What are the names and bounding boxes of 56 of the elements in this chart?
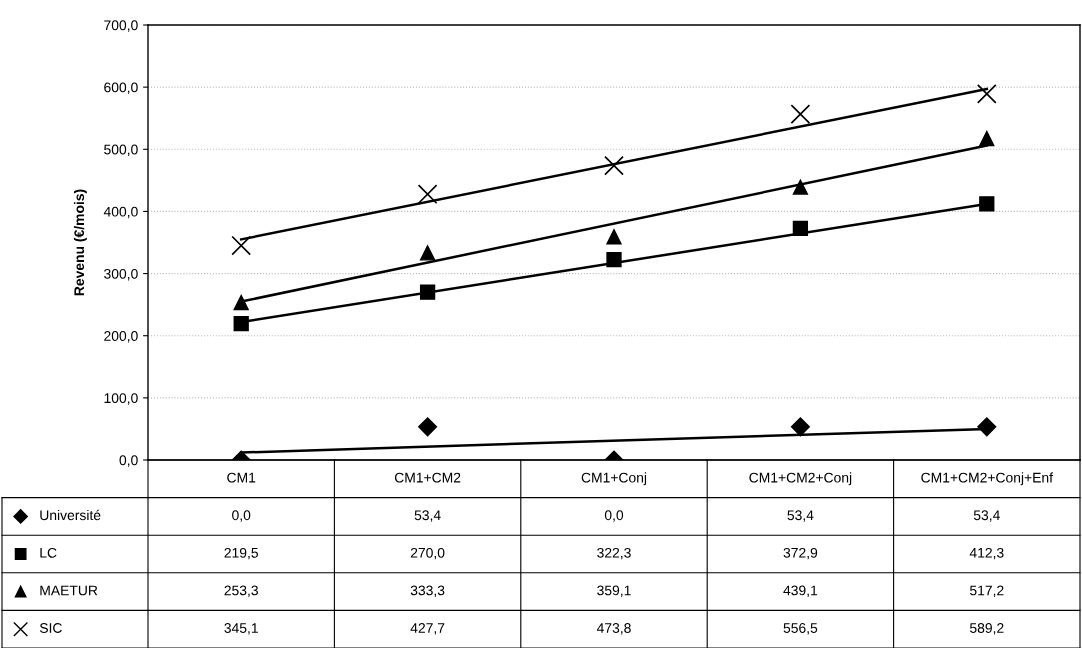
data-label: 219,5: [224, 547, 258, 560]
x-tick-label: CM1+Conj: [581, 472, 647, 486]
y-tick-label: 300,0: [104, 268, 138, 281]
data-label: 412,3: [969, 547, 1004, 560]
point: [418, 417, 438, 437]
point: [606, 252, 622, 268]
data-label: 333,3: [410, 585, 445, 597]
legend-label: LC: [40, 547, 57, 558]
point: [792, 220, 809, 236]
point: [417, 184, 438, 205]
x-tick-label: CM1+CM2: [394, 472, 461, 483]
point: [979, 196, 995, 212]
y-axis-title: Revenu (€/mois): [73, 189, 87, 296]
data-label: 427,7: [410, 623, 445, 635]
data-label: 345,1: [224, 623, 258, 635]
point: [419, 284, 436, 300]
y-tick-label: 500,0: [104, 144, 138, 157]
data-label: 359,1: [597, 585, 631, 597]
data-label: 53,4: [973, 510, 1000, 522]
data-label: 270,0: [410, 547, 445, 560]
point: [233, 294, 249, 311]
data-label: 53,4: [787, 510, 814, 522]
point: [604, 155, 624, 176]
data-label: 372,9: [783, 547, 818, 560]
point: [790, 104, 811, 125]
point: [231, 235, 252, 256]
legend-label: Université: [40, 509, 101, 521]
data-label: 556,5: [783, 623, 818, 635]
y-tick-label: 400,0: [103, 206, 138, 219]
data-label: 253,3: [224, 585, 258, 597]
data-label: 517,2: [969, 585, 1004, 597]
y-tick-label: 200,0: [104, 331, 138, 343]
data-label: 473,8: [596, 623, 631, 635]
point: [419, 245, 436, 261]
y-tick-label: 0,0: [119, 455, 138, 467]
data-label: 439,1: [783, 585, 818, 597]
y-tick-label: 700,0: [104, 20, 138, 32]
x-tick-label: CM1: [227, 472, 256, 483]
legend-label: MAETUR: [40, 585, 98, 596]
point: [233, 315, 249, 332]
data-label: 589,2: [969, 623, 1004, 635]
point: [606, 229, 622, 245]
data-label: 53,4: [414, 510, 441, 522]
point: [790, 417, 810, 437]
data-label: 0,0: [604, 510, 624, 522]
point: [977, 417, 997, 437]
y-tick-label: 100,0: [104, 393, 138, 405]
data-label: 322,3: [597, 547, 631, 560]
y-tick-label: 600,0: [104, 82, 138, 94]
x-tick-label: CM1+CM2+Conj+Enf: [921, 472, 1054, 486]
point: [792, 179, 809, 195]
data-label: 0,0: [232, 510, 251, 522]
point: [979, 130, 995, 147]
legend-label: SIC: [39, 623, 62, 633]
x-tick-label: CM1+CM2+Conj: [749, 472, 852, 486]
point: [976, 83, 997, 104]
